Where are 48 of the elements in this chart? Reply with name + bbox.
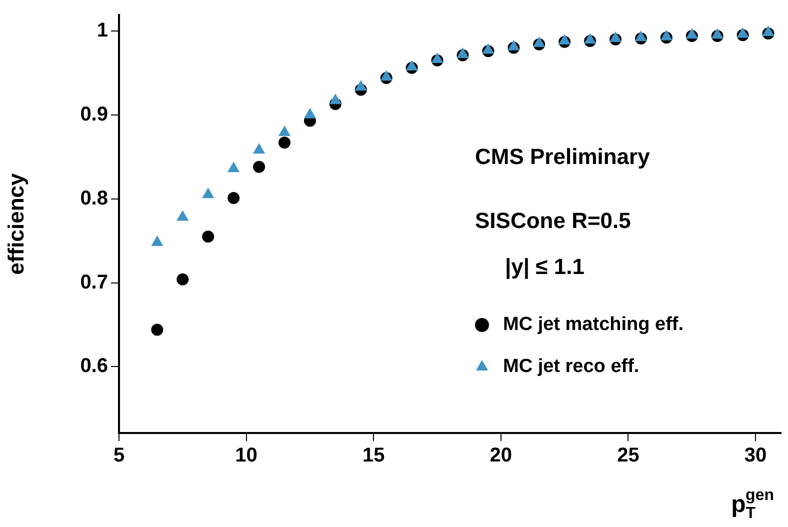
point: [533, 36, 546, 48]
point: [380, 70, 392, 81]
point: [151, 235, 164, 246]
point: [431, 52, 444, 63]
point: [736, 27, 749, 38]
x-tick-label: 25: [617, 444, 640, 467]
annotation: SISCone R=0.5: [475, 208, 631, 234]
x-tick-label: 5: [113, 444, 125, 467]
point: [329, 94, 342, 104]
y-tick-label: 0.6: [80, 355, 108, 378]
point: [711, 28, 724, 39]
y-axis-title: efficiency: [3, 172, 28, 275]
point: [406, 60, 418, 71]
point: [508, 40, 520, 50]
point: [176, 273, 189, 286]
point: [584, 33, 596, 44]
y-tick-label: 0.7: [80, 271, 108, 294]
point: [660, 30, 672, 40]
point: [304, 108, 316, 118]
point: [354, 80, 367, 91]
legend-label: MC jet matching eff.: [503, 314, 684, 336]
y-tick-label: 0.8: [80, 187, 108, 210]
point: [151, 324, 164, 336]
y-tick-label: 1: [96, 19, 108, 42]
point: [456, 47, 469, 58]
y-tick-label: 0.9: [80, 103, 108, 126]
x-tick-label: 15: [362, 444, 385, 467]
point: [762, 26, 774, 36]
point: [202, 230, 214, 243]
point: [686, 28, 698, 39]
point: [558, 34, 571, 45]
point: [202, 188, 214, 198]
point: [482, 43, 494, 54]
x-tick-label: 10: [235, 444, 258, 467]
legend-label: MC jet reco eff.: [503, 356, 640, 378]
point: [634, 30, 648, 42]
point: [609, 32, 622, 42]
point: [228, 162, 240, 172]
annotation: |y| ≤ 1.1: [505, 254, 584, 280]
annotation: CMS Preliminary: [475, 144, 651, 170]
point: [252, 143, 266, 154]
point: [278, 126, 291, 136]
point: [228, 192, 240, 204]
point: [176, 210, 189, 221]
x-tick-label: 30: [744, 444, 767, 467]
point: [253, 160, 266, 173]
x-tick-label: 20: [490, 444, 512, 467]
point: [278, 136, 290, 149]
